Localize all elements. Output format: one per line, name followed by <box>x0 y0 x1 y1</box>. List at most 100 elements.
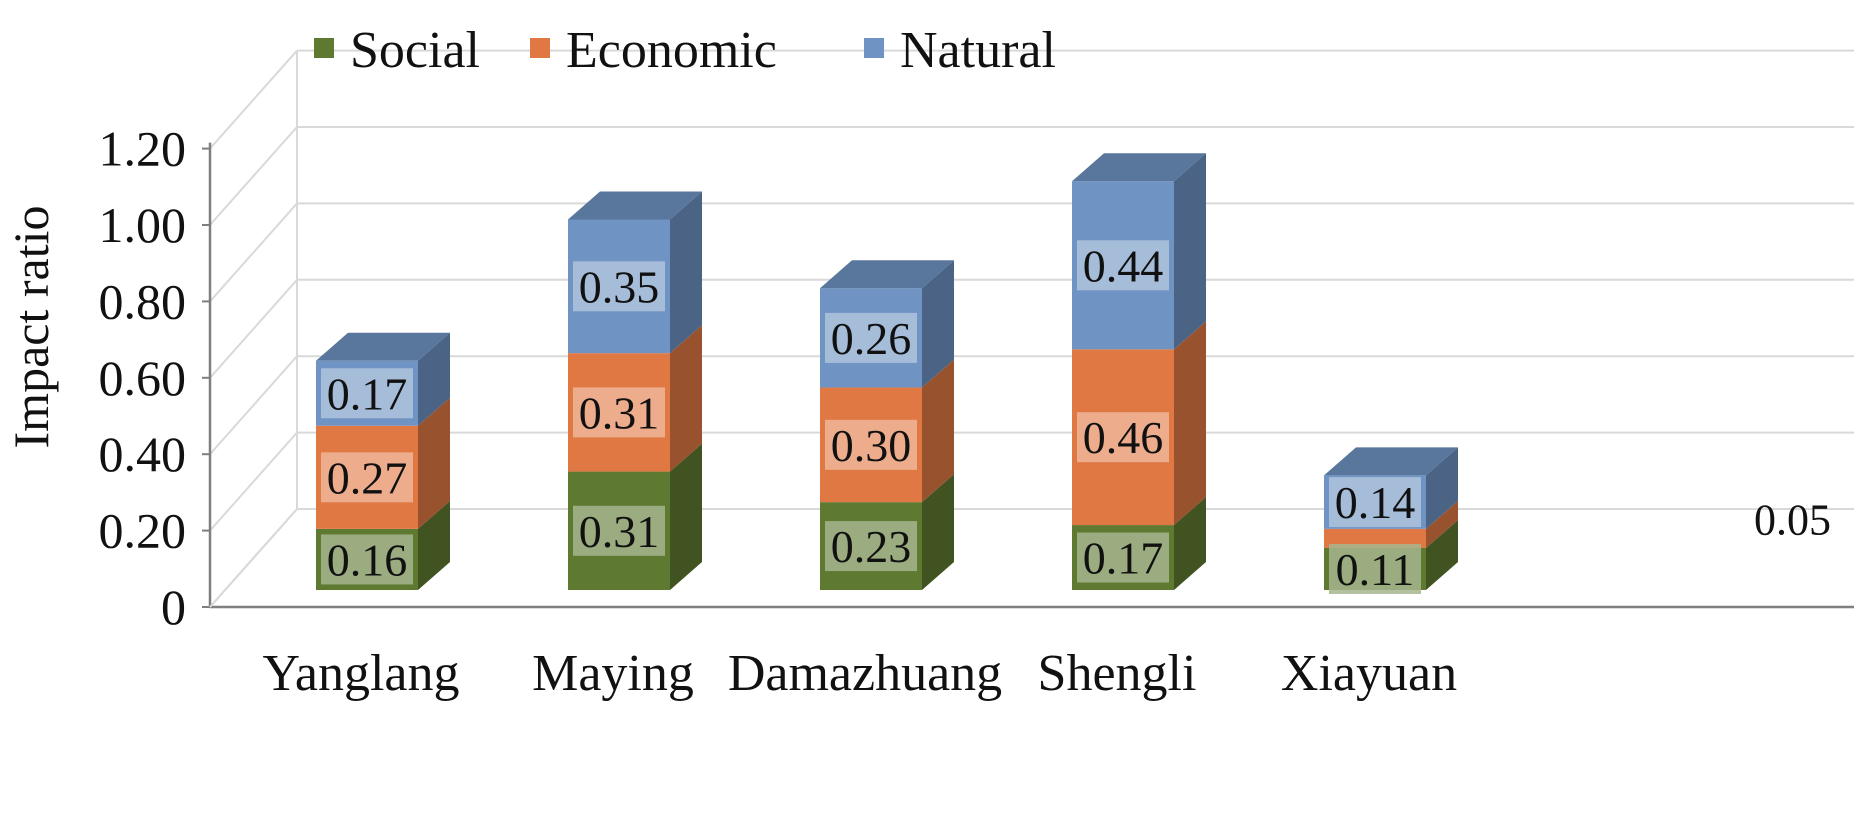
data-label-box <box>1077 240 1169 291</box>
data-label-text: 0.35 <box>579 261 660 312</box>
data-label: 0.11 <box>1329 543 1421 595</box>
data-label: 0.23 <box>825 521 917 572</box>
legend-item-natural: Natural <box>864 22 1056 79</box>
bar-side-face <box>1426 447 1458 529</box>
data-label-text: 0.11 <box>1336 544 1415 595</box>
bar-side-face <box>1174 153 1206 350</box>
bar-top-face <box>316 332 450 361</box>
data-label-text: 0.31 <box>579 506 660 557</box>
data-label: 0.31 <box>573 387 665 438</box>
data-label-box <box>825 521 917 572</box>
x-category-label: Damazhuang <box>728 645 1002 702</box>
data-label-text: 0.44 <box>1083 240 1164 291</box>
data-label-box <box>1329 543 1421 594</box>
bar-side-face <box>1426 519 1458 590</box>
y-tick-label: 1.20 <box>99 121 187 177</box>
data-label: 0.17 <box>321 368 413 419</box>
data-label: 0.44 <box>1077 240 1169 291</box>
legend-label: Social <box>350 22 480 79</box>
data-label-text: 0.16 <box>327 534 408 585</box>
gridlines <box>209 49 1854 608</box>
data-label-box <box>321 534 413 585</box>
legend-label: Economic <box>566 22 777 79</box>
bar-top-face <box>568 191 702 220</box>
gridline-depth <box>209 431 298 532</box>
y-tick-label: 0.20 <box>99 503 187 559</box>
y-axis-ticks: 0 0.20 0.40 0.60 0.80 1.00 1.20 <box>99 121 1854 635</box>
bar-side-face <box>418 500 450 590</box>
y-tick-label: 1.00 <box>99 197 187 253</box>
legend: Social Economic Natural <box>314 22 1056 79</box>
data-label-text: 0.31 <box>579 387 660 438</box>
data-label-box <box>825 419 917 470</box>
data-label: 0.05 <box>1754 495 1831 544</box>
bar-side-face <box>922 474 954 590</box>
x-category-label: Shengli <box>1038 645 1197 702</box>
data-label-text: 0.05 <box>1754 495 1831 544</box>
data-label-box <box>1329 477 1421 528</box>
data-label-box <box>573 387 665 438</box>
data-label-text: 0.27 <box>327 452 408 503</box>
data-label-box <box>825 312 917 363</box>
bar-side-face <box>418 397 450 529</box>
legend-item-economic: Economic <box>530 22 777 79</box>
data-label-box <box>1077 412 1169 463</box>
floor-depth-edge <box>209 508 298 608</box>
bar-side-face <box>1174 497 1206 590</box>
data-label-box <box>573 505 665 556</box>
gridline-depth <box>209 202 298 303</box>
legend-label: Natural <box>900 22 1056 79</box>
data-label: 0.30 <box>825 419 917 471</box>
bar-side-face <box>670 443 702 590</box>
bar-side-face <box>922 260 954 388</box>
data-label-text: 0.17 <box>1083 533 1164 584</box>
data-label: 0.16 <box>321 534 413 585</box>
data-label-text: 0.14 <box>1335 477 1416 528</box>
data-label-box <box>1077 532 1169 583</box>
y-axis-title: Impact ratio <box>3 206 59 449</box>
y-tick-label: 0.40 <box>99 426 187 482</box>
bar-side-face <box>1174 321 1206 526</box>
bar-side-face <box>1426 500 1458 548</box>
data-label: 0.26 <box>825 312 917 364</box>
data-label-box <box>321 368 413 419</box>
gridline-depth <box>209 355 298 455</box>
x-category-label: Maying <box>532 645 694 702</box>
data-label-box <box>321 452 413 503</box>
bar-top-face <box>1072 153 1206 182</box>
bar-side-face <box>670 191 702 354</box>
data-label: 0.46 <box>1077 412 1169 463</box>
data-label-text: 0.17 <box>327 368 408 419</box>
data-label-box <box>573 261 665 312</box>
gridline-depth <box>209 279 298 379</box>
bar-top-face <box>820 260 954 289</box>
y-tick-label: 0.60 <box>99 350 187 406</box>
data-label: 0.31 <box>573 506 665 557</box>
bar-front-face <box>1324 528 1426 548</box>
x-axis-categories: Yanglang Maying Damazhuang Shengli Xiayuan <box>263 645 1458 702</box>
data-label: 0.14 <box>1329 477 1421 528</box>
bar-side-face <box>922 359 954 503</box>
legend-swatch <box>530 38 550 58</box>
bar-top-face <box>1324 447 1458 476</box>
data-label: 0.35 <box>573 261 665 312</box>
x-category-label: Xiayuan <box>1281 645 1457 702</box>
data-label-text: 0.26 <box>831 313 912 364</box>
y-tick-label: 0.80 <box>99 273 187 329</box>
data-label-text: 0.46 <box>1083 412 1164 463</box>
gridline-depth <box>209 126 298 226</box>
bar-side-face <box>670 325 702 472</box>
legend-item-social: Social <box>314 22 480 79</box>
data-label-text: 0.30 <box>831 420 912 471</box>
data-label: 0.17 <box>1077 532 1169 584</box>
legend-swatch <box>864 38 884 58</box>
x-category-label: Yanglang <box>263 645 460 702</box>
bar-segment-economic <box>1324 500 1458 548</box>
data-label: 0.27 <box>321 452 413 503</box>
data-labels: 0.16 0.27 0.17 0.31 0.31 0.35 0.23 0.30 0.26 0.17… <box>321 240 1831 595</box>
bar-side-face <box>418 332 450 426</box>
gridline-depth <box>209 49 298 150</box>
legend-swatch <box>314 38 334 58</box>
